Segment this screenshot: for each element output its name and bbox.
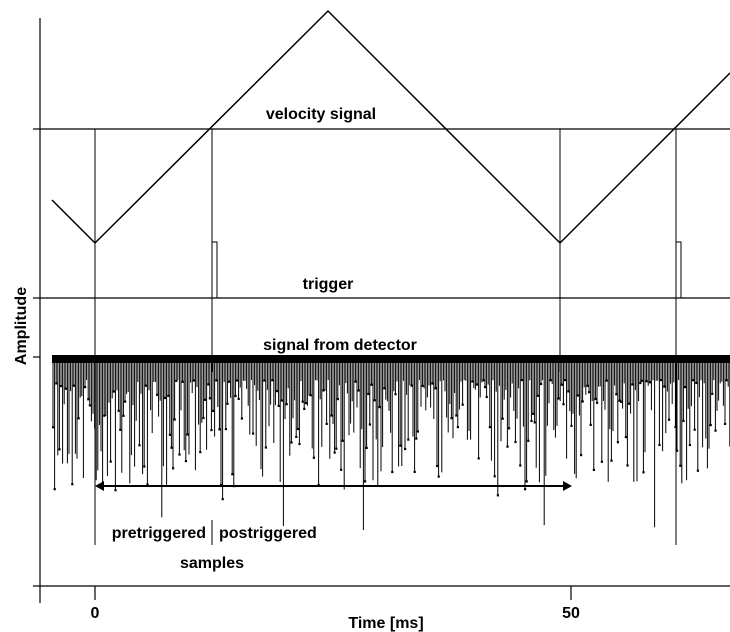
x-tick-label-0: 0: [91, 605, 100, 622]
y-axis-label: Amplitude: [13, 287, 30, 365]
velocity-signal-wave: [51, 9, 730, 245]
x-axis-label: Time [ms]: [348, 615, 423, 632]
detector-signal-band: [52, 355, 730, 363]
trigger-pulse-2: [675, 241, 682, 298]
x-tick-label-50: 50: [562, 605, 580, 622]
postriggered-label: postriggered: [219, 525, 317, 542]
detector-noise: [52, 360, 730, 530]
trigger-pulse-1: [211, 241, 218, 298]
sample-range-arrow: [95, 481, 572, 491]
detector-signal-label: signal from detector: [263, 337, 417, 354]
samples-label: samples: [180, 555, 244, 572]
trigger-label: trigger: [303, 276, 354, 293]
pretriggered-label: pretriggered: [112, 525, 206, 542]
velocity-signal-label: velocity signal: [266, 106, 376, 123]
